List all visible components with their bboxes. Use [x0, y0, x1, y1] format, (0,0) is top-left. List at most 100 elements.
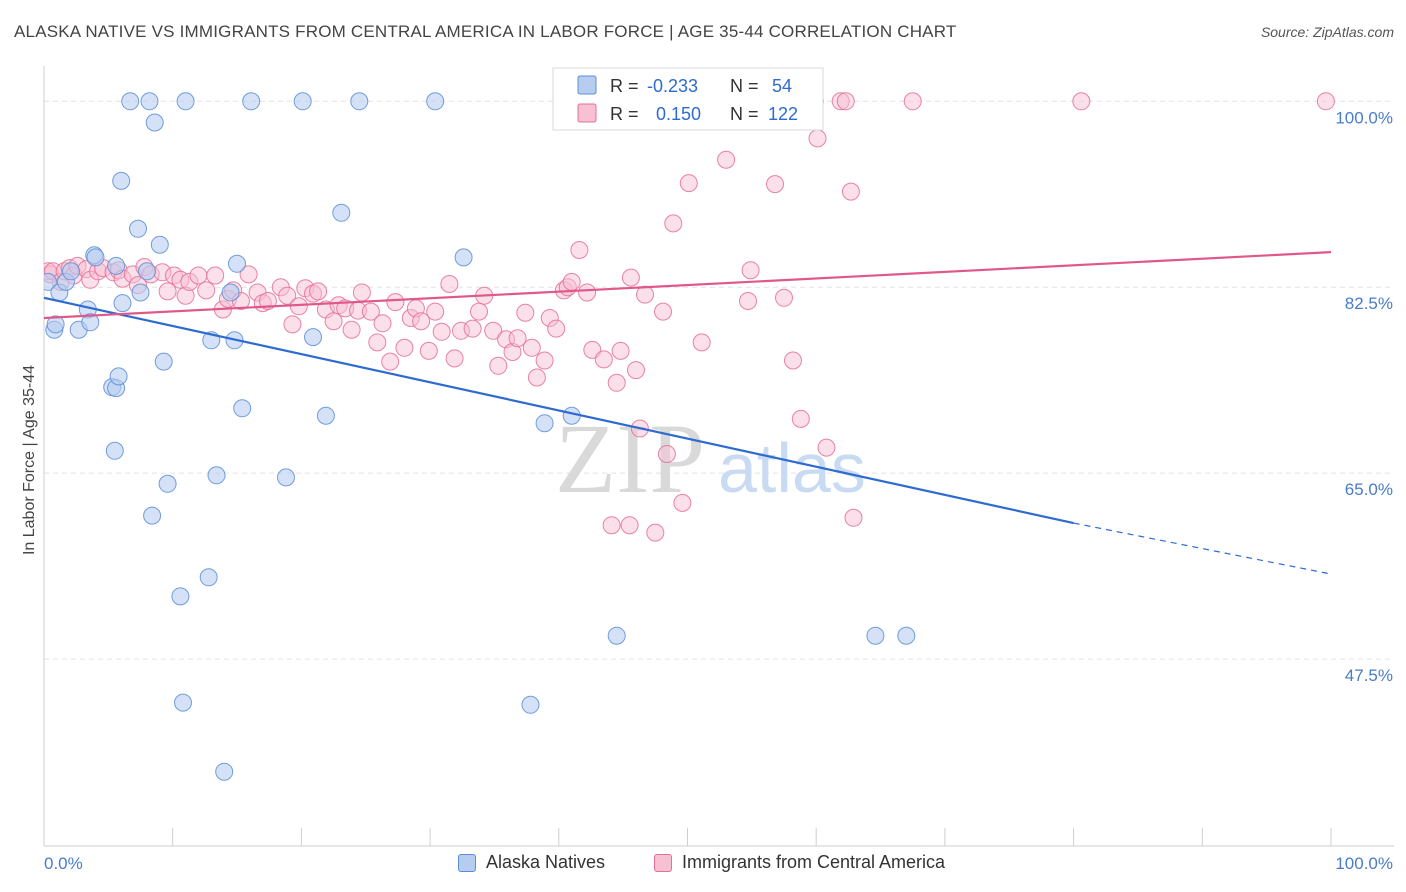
- bottom-legend-item-1: Alaska Natives: [458, 852, 605, 873]
- central-america-point-97: [664, 214, 683, 233]
- y-axis-label: In Labor Force | Age 35-44: [21, 365, 38, 555]
- central-america-point-82: [570, 241, 589, 259]
- y-tick-labels: 47.5% 65.0% 82.5% 100.0%: [1335, 108, 1393, 685]
- y-tick-label-3: 100.0%: [1335, 108, 1393, 127]
- alaska-natives-point-8: [81, 313, 100, 332]
- alaska-natives-point-44: [332, 203, 351, 222]
- alaska-natives-point-29: [174, 693, 192, 712]
- central-america-point-113: [808, 129, 827, 148]
- central-america-point-58: [412, 312, 431, 331]
- y-tick-label-1: 65.0%: [1345, 480, 1393, 499]
- alaska-natives-point-38: [233, 399, 252, 418]
- central-america-point-101: [692, 333, 711, 352]
- central-america-point-62: [440, 275, 459, 293]
- central-america-point-69: [489, 356, 508, 375]
- alaska-natives-point-33: [207, 466, 226, 485]
- central-america-point-105: [739, 292, 757, 310]
- legend: R = -0.233 N = 54 R = 0.150 N = 122: [552, 67, 824, 131]
- y-tick-label-0: 47.5%: [1345, 666, 1393, 685]
- alaska-natives-point-12: [105, 441, 124, 460]
- central-america-point-49: [352, 283, 371, 302]
- central-america-point-91: [627, 361, 645, 380]
- central-america-point-78: [547, 319, 566, 338]
- central-america-point-55: [395, 338, 414, 357]
- alaska-natives-point-17: [113, 294, 132, 313]
- bottom-legend-item-2: Immigrants from Central America: [654, 852, 945, 873]
- alaska-natives-point-22: [140, 92, 159, 111]
- central-america-point-94: [646, 523, 665, 542]
- central-america-point-111: [791, 409, 810, 428]
- trend-line-alaska-natives-extension: [1073, 522, 1332, 575]
- alaska-natives-point-25: [150, 235, 169, 254]
- central-america-point-121: [1316, 92, 1335, 111]
- central-america-point-63: [445, 349, 464, 368]
- central-america-point-51: [368, 333, 387, 352]
- central-america-point-109: [775, 288, 793, 307]
- alaska-natives-point-19: [129, 219, 147, 238]
- x-tick-label-1: 100.0%: [1335, 854, 1393, 873]
- central-america-point-27: [206, 266, 225, 285]
- alaska-natives-point-21: [138, 262, 156, 281]
- alaska-natives-point-49: [535, 414, 554, 433]
- legend-r-label-2: R =: [610, 104, 639, 124]
- legend-n-value-1: 54: [772, 76, 792, 96]
- alaska-natives-point-47: [454, 248, 473, 267]
- central-america-point-95: [654, 302, 672, 321]
- legend-r-label-1: R =: [610, 76, 639, 96]
- central-america-point-53: [381, 352, 400, 371]
- central-america-point-54: [386, 293, 405, 312]
- central-america-point-60: [426, 302, 445, 321]
- central-america-point-83: [578, 283, 597, 302]
- alaska-natives-point-51: [607, 626, 626, 645]
- bottom-legend-label-2: Immigrants from Central America: [682, 852, 946, 872]
- alaska-natives-point-39: [242, 92, 261, 111]
- legend-n-label-1: N =: [730, 76, 759, 96]
- alaska-natives-point-16: [112, 171, 131, 190]
- alaska-natives-point-5: [62, 262, 80, 281]
- legend-swatch-series2: [577, 103, 597, 123]
- central-america-point-114: [817, 438, 836, 457]
- central-america-point-110: [784, 351, 802, 370]
- central-america-point-65: [463, 319, 482, 338]
- alaska-natives-point-28: [171, 587, 190, 606]
- chart-title: ALASKA NATIVE VS IMMIGRANTS FROM CENTRAL…: [14, 22, 957, 41]
- central-america-point-118: [844, 508, 863, 527]
- bottom-legend: Alaska Natives Immigrants from Central A…: [0, 852, 1406, 878]
- central-america-point-85: [594, 350, 613, 369]
- alaska-natives-point-23: [143, 506, 162, 525]
- legend-box: [552, 67, 824, 131]
- x-tick-label-0: 0.0%: [44, 854, 83, 873]
- legend-swatch-central-america: [654, 853, 672, 872]
- legend-swatch-alaska-natives: [458, 853, 476, 872]
- alaska-natives-point-50: [562, 406, 581, 425]
- chart-source: Source: ZipAtlas.com: [1260, 24, 1394, 40]
- central-america-point-120: [1072, 92, 1091, 111]
- alaska-natives-point-2: [46, 315, 65, 334]
- central-america-point-20: [158, 282, 177, 301]
- central-america-point-59: [419, 341, 438, 360]
- central-america-point-117: [841, 182, 860, 201]
- central-america-point-37: [278, 286, 297, 305]
- central-america-point-90: [621, 268, 640, 287]
- alaska-natives-point-53: [897, 626, 916, 645]
- central-america-point-47: [342, 320, 361, 339]
- alaska-natives-point-24: [145, 113, 164, 132]
- alaska-natives-point-27: [158, 474, 177, 493]
- alaska-natives-point-43: [316, 406, 335, 425]
- alaska-natives-point-30: [176, 92, 195, 111]
- alaska-natives-point-46: [426, 92, 445, 111]
- grid-lines: [44, 100, 1394, 660]
- central-america-point-81: [562, 272, 581, 291]
- alaska-natives-point-37: [228, 254, 246, 273]
- central-america-point-75: [527, 368, 546, 387]
- central-america-point-88: [611, 341, 630, 360]
- alaska-natives-point-15: [107, 256, 126, 275]
- watermark-atlas: atlas: [718, 429, 866, 507]
- central-america-point-73: [516, 303, 535, 322]
- bottom-legend-label-1: Alaska Natives: [486, 852, 606, 872]
- central-america-point-26: [197, 281, 216, 300]
- central-america-point-25: [189, 266, 208, 285]
- central-america-point-74: [522, 338, 541, 357]
- axes: [43, 66, 1394, 847]
